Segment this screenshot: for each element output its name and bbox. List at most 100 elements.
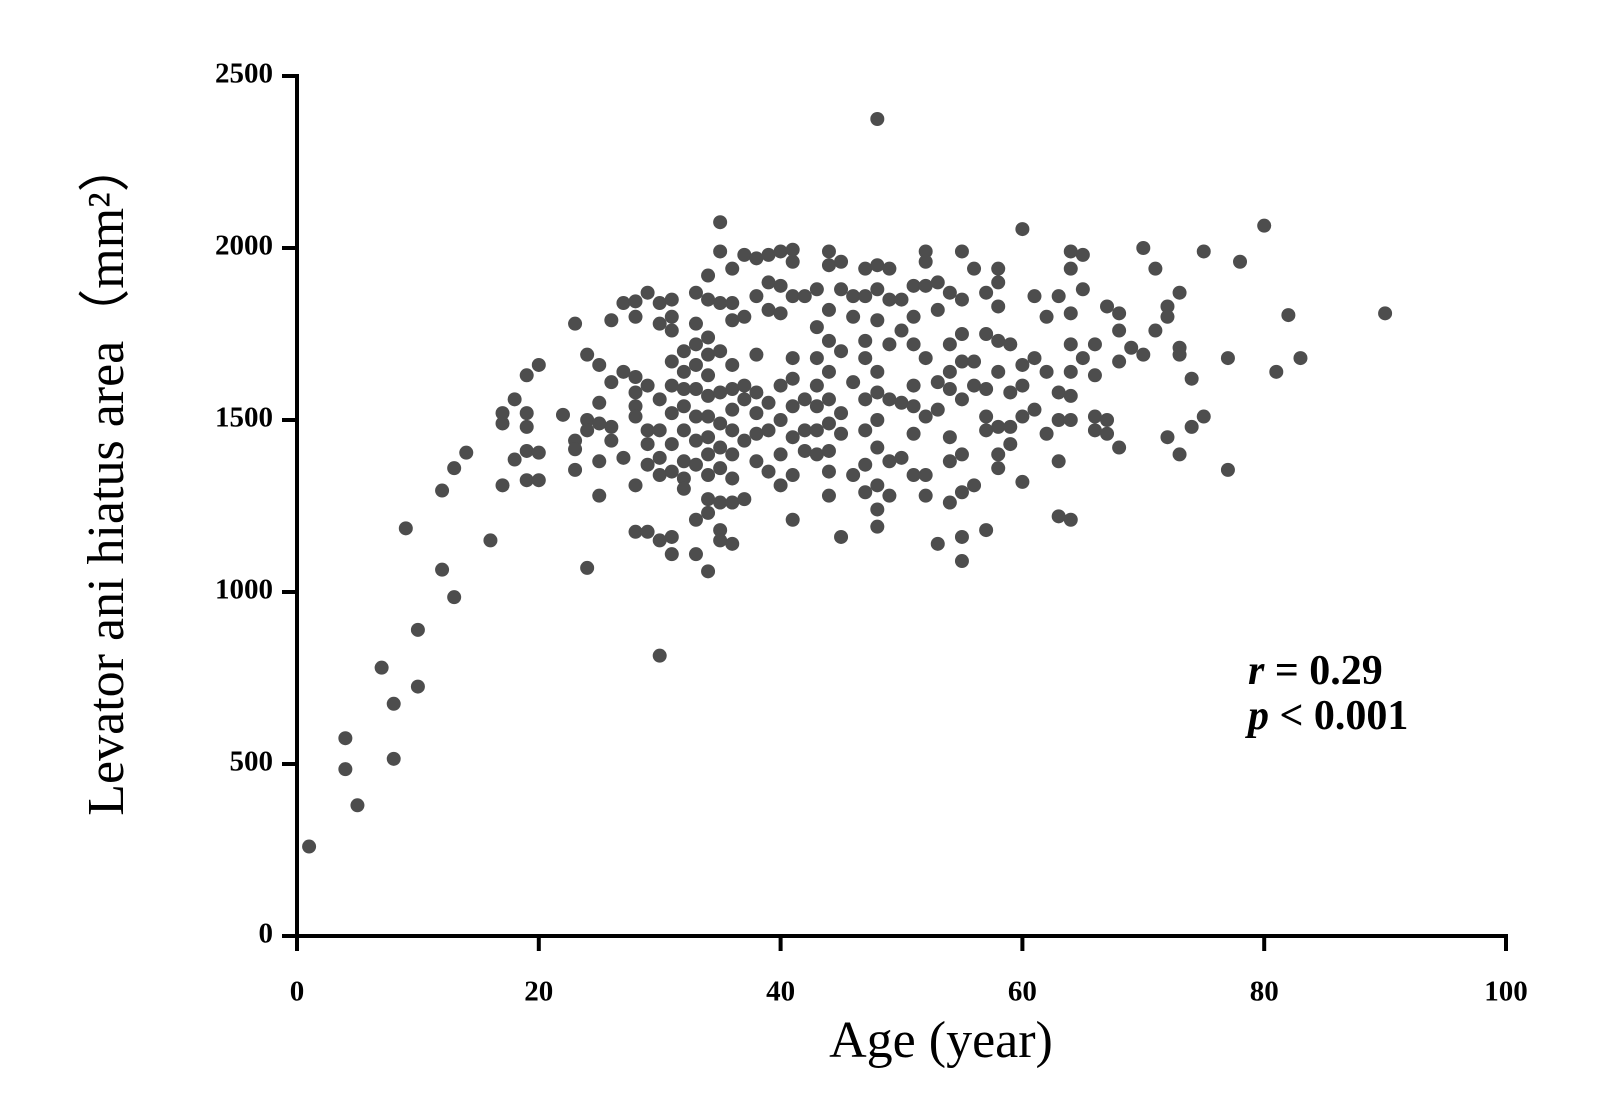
point <box>749 251 764 266</box>
point <box>954 554 969 569</box>
point <box>1087 423 1102 438</box>
point <box>640 457 655 472</box>
point <box>834 529 849 544</box>
point <box>616 364 631 379</box>
y-tick-label: 1500 <box>215 402 273 434</box>
point <box>1051 454 1066 469</box>
annotation-text: < 0.001 <box>1269 693 1408 739</box>
point <box>580 413 595 427</box>
point <box>592 395 607 410</box>
point <box>1281 308 1296 323</box>
point <box>1184 419 1199 434</box>
point <box>846 468 861 483</box>
point <box>1196 244 1211 259</box>
point <box>1184 371 1199 386</box>
point <box>954 327 969 341</box>
point <box>713 385 728 400</box>
point <box>701 330 716 345</box>
point <box>870 502 885 517</box>
point <box>713 416 728 431</box>
point <box>821 244 836 259</box>
point <box>1015 409 1030 424</box>
point <box>531 445 546 460</box>
point <box>930 275 945 290</box>
point <box>882 454 897 469</box>
point <box>846 375 861 390</box>
point <box>592 488 607 503</box>
point <box>713 495 728 510</box>
point <box>870 313 885 328</box>
point <box>701 268 716 283</box>
point <box>580 347 595 362</box>
point <box>568 442 583 457</box>
point <box>652 296 667 311</box>
point <box>568 316 583 331</box>
point <box>906 378 921 393</box>
annotation: p < 0.001 <box>1245 693 1408 739</box>
point <box>386 751 401 766</box>
point <box>991 261 1006 276</box>
point <box>725 296 740 311</box>
point <box>979 285 994 300</box>
point <box>1063 337 1078 352</box>
point <box>676 454 691 469</box>
point <box>749 385 764 400</box>
point <box>1015 378 1030 393</box>
point <box>773 306 788 321</box>
point <box>1220 351 1235 366</box>
point <box>809 282 824 297</box>
point <box>725 402 740 417</box>
point <box>1075 247 1090 262</box>
point <box>942 430 957 445</box>
point <box>882 292 897 307</box>
point <box>1100 299 1115 314</box>
point <box>870 478 885 493</box>
point <box>918 244 933 259</box>
point <box>773 413 788 427</box>
point <box>954 354 969 369</box>
point <box>1172 285 1187 300</box>
y-tick-label: 2500 <box>215 58 273 90</box>
point <box>628 309 643 324</box>
point <box>761 395 776 410</box>
point <box>447 590 462 605</box>
point <box>930 375 945 390</box>
point <box>761 302 776 317</box>
y-tick-label: 1000 <box>215 574 273 606</box>
point <box>1039 364 1054 379</box>
point <box>664 547 679 562</box>
point <box>821 302 836 317</box>
point <box>1075 282 1090 297</box>
point <box>809 351 824 366</box>
point <box>628 385 643 400</box>
point <box>785 242 800 257</box>
point <box>1220 462 1235 477</box>
point <box>1015 474 1030 489</box>
point <box>737 492 752 507</box>
point <box>785 289 800 304</box>
point <box>688 512 703 527</box>
point <box>701 447 716 462</box>
point <box>954 447 969 462</box>
point <box>1100 413 1115 427</box>
point <box>688 409 703 424</box>
point <box>374 660 389 675</box>
point <box>1015 357 1030 372</box>
point <box>942 454 957 469</box>
point <box>773 278 788 293</box>
point <box>761 275 776 290</box>
point <box>870 258 885 273</box>
point <box>954 529 969 544</box>
point <box>846 309 861 324</box>
point <box>592 454 607 469</box>
point <box>713 523 728 538</box>
point <box>773 378 788 393</box>
plot-area <box>302 112 1393 854</box>
point <box>991 333 1006 348</box>
point <box>1027 402 1042 417</box>
point <box>664 323 679 338</box>
point <box>785 371 800 386</box>
point <box>918 409 933 424</box>
point <box>1051 289 1066 304</box>
